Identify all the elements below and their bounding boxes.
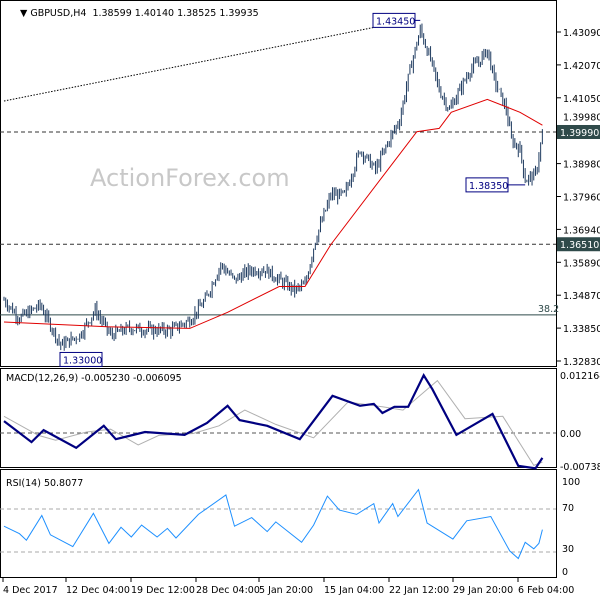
- macd-panel: MACD(12,26,9) -0.005230 -0.006095: [0, 368, 557, 468]
- annotation-label: 1.33000: [63, 355, 102, 366]
- time-tick-label: 22 Jan 12:00: [389, 585, 449, 596]
- annotation-label: 1.43450: [376, 16, 415, 27]
- price-tick-label: 1.35890: [563, 258, 600, 269]
- price-tick-label: 1.41050: [563, 94, 600, 105]
- price-tick-label: 1.37960: [563, 193, 600, 204]
- price-tick-label: 1.38980: [563, 160, 600, 171]
- price-tick-label: 1.42070: [563, 61, 600, 72]
- rsi-title: RSI(14) 50.8077: [6, 478, 83, 489]
- ma-fast-line: [3, 98, 543, 329]
- annotation-box: [465, 177, 509, 193]
- level-tag: [557, 237, 600, 252]
- annotation-label: 1.38350: [469, 181, 508, 192]
- price-panel: ActionForex.com ▼ GBPUSD,H4 1.38599 1.401…: [0, 0, 557, 367]
- macd-signal-line: [3, 379, 543, 467]
- rsi-line: [3, 488, 543, 560]
- rsi-panel: RSI(14) 50.8077: [0, 469, 557, 578]
- price-tick-label: 1.32830: [563, 357, 600, 368]
- time-tick-label: 4 Dec 2017: [3, 585, 58, 596]
- price-tick-label: 1.33850: [563, 324, 600, 335]
- time-tick-label: 19 Dec 12:00: [131, 585, 195, 596]
- rsi-panel-frame: [0, 469, 557, 578]
- time-tick-label: 6 Feb 04:00: [518, 585, 574, 596]
- rsi-tick-label: 30: [562, 544, 574, 555]
- rsi-tick-label: 70: [562, 503, 574, 514]
- symbol-label: GBPUSD,H4: [30, 8, 86, 19]
- watermark: ActionForex.com: [90, 164, 290, 192]
- ma-slow-line: [3, 21, 400, 102]
- dropdown-triangle-icon[interactable]: ▼: [20, 8, 30, 19]
- annotation-box: [372, 12, 416, 28]
- price-tick-label: 1.36940: [563, 225, 600, 236]
- time-tick-label: 15 Jan 04:00: [324, 585, 384, 596]
- price-tick-label: 1.43090: [563, 28, 600, 39]
- time-tick-label: 29 Jan 20:00: [453, 585, 513, 596]
- level-tag-label: 1.36510: [560, 240, 599, 251]
- rsi-tick-label: 0: [562, 567, 568, 578]
- macd-main-line: [3, 373, 544, 470]
- macd-tick-label: -0.007384: [560, 462, 600, 473]
- time-tick-label: 12 Dec 04:00: [66, 585, 130, 596]
- price-tick-label: 1.39980: [563, 113, 600, 124]
- level-tag: [557, 124, 600, 139]
- time-tick-label: 5 Jan 20:00: [259, 585, 313, 596]
- symbol-title: ▼ GBPUSD,H4 1.38599 1.40140 1.38525 1.399…: [20, 8, 259, 19]
- price-tick-label: 1.34870: [563, 291, 600, 302]
- fib-label: 38.2: [538, 304, 559, 315]
- ohlc-values: 1.38599 1.40140 1.38525 1.39935: [92, 8, 258, 19]
- macd-tick-label: 0.012164: [560, 371, 600, 382]
- time-tick-label: 28 Dec 04:00: [196, 585, 260, 596]
- macd-tick-label: 0.00: [560, 429, 581, 440]
- annotation-box: [59, 351, 103, 367]
- price-panel-frame: [0, 0, 557, 367]
- level-tag-label: 1.39990: [560, 128, 599, 139]
- macd-title: MACD(12,26,9) -0.005230 -0.006095: [6, 373, 182, 384]
- macd-panel-frame: [0, 368, 557, 468]
- rsi-tick-label: 100: [562, 477, 580, 488]
